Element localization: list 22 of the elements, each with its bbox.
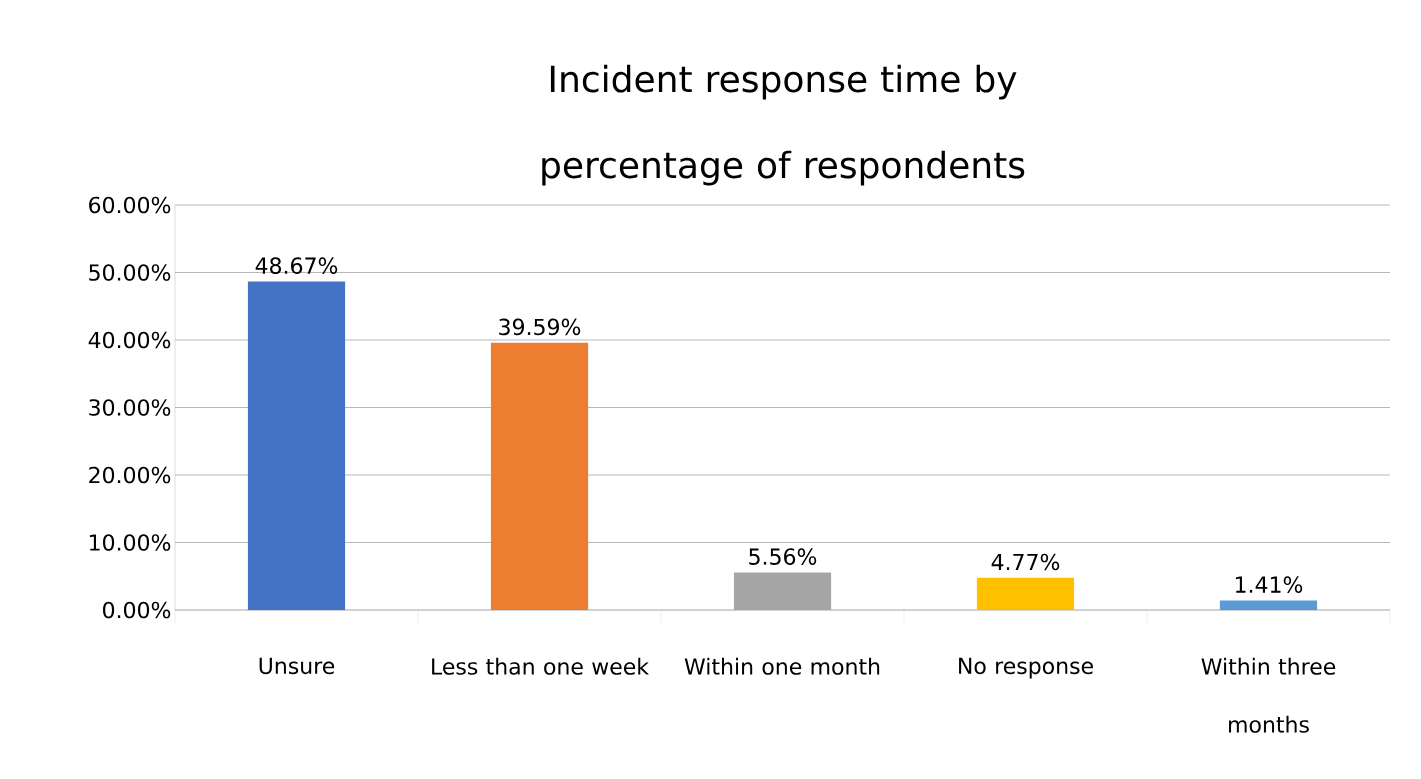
x-tick-label: Within one month	[684, 657, 880, 675]
y-tick-label: 0.00%	[103, 601, 171, 619]
y-tick-label: 20.00%	[89, 466, 171, 484]
y-tick-label: 30.00%	[89, 399, 171, 416]
bar	[490, 342, 589, 610]
y-tick-label: 10.00%	[90, 534, 171, 551]
y-tick-label: 60.00%	[89, 196, 171, 214]
data-label: 4.77%	[991, 553, 1060, 571]
bar	[247, 281, 346, 610]
chart-title: Incident response time by percentage of respondents	[542, 64, 1025, 186]
data-label: 5.56%	[749, 548, 817, 565]
bar	[1219, 600, 1318, 610]
data-label: 1.41%	[1235, 576, 1303, 593]
y-tick-label: 50.00%	[89, 264, 171, 281]
data-label: 39.59%	[499, 318, 581, 336]
x-tick-label: Less than one week	[432, 657, 649, 675]
bar	[976, 577, 1075, 610]
x-tick-label: Unsure	[259, 657, 335, 675]
category-label: Within three months	[1201, 657, 1336, 733]
data-label: 48.67%	[255, 257, 338, 274]
x-tick-label: No response	[959, 657, 1093, 679]
y-tick-label: 40.00%	[88, 331, 171, 349]
